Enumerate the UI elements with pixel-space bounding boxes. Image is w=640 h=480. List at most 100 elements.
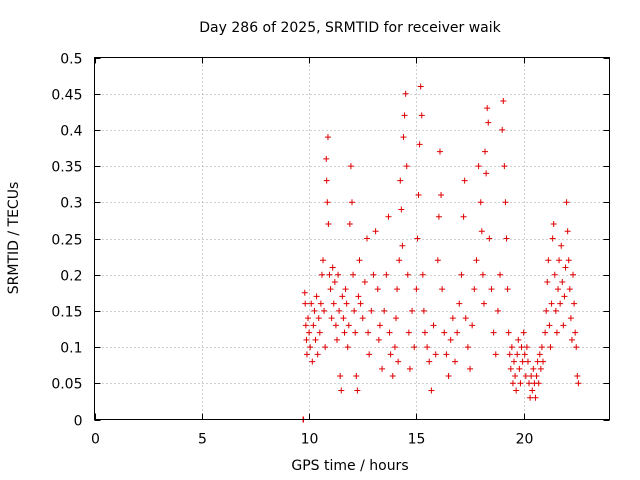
- data-point: [349, 199, 355, 206]
- data-point: [564, 228, 571, 235]
- data-point: [312, 336, 319, 343]
- data-point: [316, 329, 323, 336]
- data-point: [497, 271, 504, 278]
- data-point: [547, 344, 554, 351]
- data-point: [370, 271, 377, 278]
- data-point: [544, 278, 551, 285]
- data-point: [559, 278, 566, 285]
- x-tick-label: 10: [301, 432, 319, 448]
- data-point: [404, 271, 411, 278]
- y-axis-label: SRMTID / TECUs: [6, 182, 22, 295]
- data-point: [434, 257, 441, 264]
- data-point: [325, 221, 332, 228]
- data-point: [375, 336, 382, 343]
- data-point: [326, 271, 333, 278]
- data-point: [302, 322, 309, 329]
- data-point: [462, 315, 469, 322]
- data-point: [355, 293, 362, 300]
- data-point: [512, 373, 519, 380]
- data-point: [539, 358, 546, 365]
- chart-title: Day 286 of 2025, SRMTID for receiver wai…: [199, 20, 501, 36]
- data-point: [516, 365, 523, 372]
- data-point: [318, 271, 325, 278]
- data-point: [386, 329, 393, 336]
- x-tick-label: 15: [408, 432, 426, 448]
- data-point: [324, 199, 331, 206]
- data-point: [332, 322, 339, 329]
- data-point: [570, 271, 577, 278]
- data-point: [485, 119, 492, 126]
- data-point: [562, 264, 569, 271]
- y-tick-label: 0.1: [60, 341, 82, 357]
- data-point: [464, 344, 471, 351]
- data-point: [338, 387, 345, 394]
- data-point: [537, 365, 544, 372]
- data-point: [478, 228, 485, 235]
- data-point: [504, 286, 511, 293]
- data-point: [546, 322, 553, 329]
- data-point: [327, 286, 334, 293]
- data-point: [351, 307, 358, 314]
- data-point: [574, 373, 581, 380]
- data-point: [343, 300, 350, 307]
- y-tick-label: 0.5: [60, 52, 82, 68]
- data-point: [392, 315, 399, 322]
- data-point: [413, 286, 420, 293]
- data-point: [454, 329, 461, 336]
- data-point: [529, 387, 536, 394]
- data-point: [323, 177, 330, 184]
- data-point: [439, 286, 446, 293]
- data-point: [301, 289, 308, 296]
- y-tick-label: 0.3: [60, 196, 82, 212]
- data-point: [573, 344, 580, 351]
- data-point: [519, 358, 526, 365]
- y-tick-label: 0.25: [51, 233, 82, 249]
- data-point: [414, 235, 421, 242]
- data-point: [508, 344, 515, 351]
- data-point: [507, 365, 514, 372]
- data-point: [552, 307, 559, 314]
- data-point: [551, 271, 558, 278]
- data-point: [526, 380, 533, 387]
- data-point: [486, 235, 493, 242]
- data-point: [557, 300, 564, 307]
- data-point: [311, 307, 318, 314]
- data-point: [443, 351, 450, 358]
- data-point: [563, 199, 570, 206]
- data-point: [469, 322, 476, 329]
- data-point: [556, 257, 563, 264]
- data-point: [385, 213, 392, 220]
- data-point: [400, 134, 407, 141]
- data-point: [317, 300, 324, 307]
- data-point: [353, 373, 360, 380]
- data-point: [387, 351, 394, 358]
- data-point: [445, 373, 452, 380]
- data-point: [374, 286, 381, 293]
- data-point: [549, 235, 556, 242]
- grid-lines: [94, 57, 610, 420]
- data-point: [503, 235, 510, 242]
- data-point: [381, 307, 388, 314]
- data-point: [329, 264, 336, 271]
- data-point: [523, 344, 530, 351]
- data-point: [500, 97, 507, 104]
- data-point: [303, 336, 310, 343]
- data-points: [300, 83, 582, 423]
- x-tick-label: 20: [516, 432, 534, 448]
- plot-frame: [94, 57, 610, 420]
- data-point: [571, 300, 578, 307]
- data-point: [473, 257, 480, 264]
- data-point: [545, 257, 552, 264]
- data-point: [330, 300, 337, 307]
- data-point: [347, 163, 354, 170]
- data-point: [306, 329, 313, 336]
- data-point: [359, 315, 366, 322]
- data-point: [521, 351, 528, 358]
- data-point: [524, 358, 531, 365]
- data-point: [366, 351, 373, 358]
- data-point: [501, 163, 508, 170]
- data-point: [309, 358, 316, 365]
- data-point: [354, 387, 361, 394]
- data-point: [403, 163, 410, 170]
